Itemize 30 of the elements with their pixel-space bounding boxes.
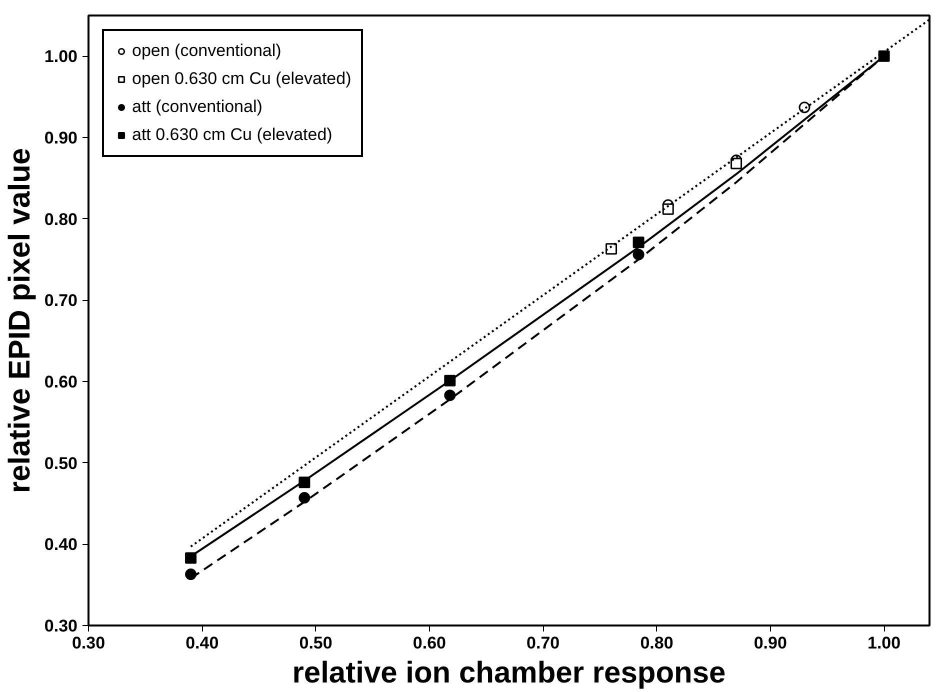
- y-tick-label: 1.00: [44, 47, 78, 66]
- point: [662, 203, 674, 215]
- y-tick-label: 0.90: [44, 128, 78, 148]
- x-tick-label: 0.90: [754, 634, 787, 652]
- legend-label: open (conventional): [132, 41, 282, 61]
- y-tick-label: 0.70: [44, 291, 78, 310]
- legend-label: att 0.630 cm Cu (elevated): [132, 125, 332, 145]
- y-tick-label: 0.40: [44, 535, 78, 554]
- y-tick-label: 0.30: [44, 616, 78, 636]
- x-tick-label: 0.80: [640, 634, 674, 652]
- x-tick-label: 1.00: [867, 634, 901, 652]
- point: [730, 158, 742, 170]
- legend-label: att (conventional): [132, 97, 262, 117]
- point: [185, 552, 197, 564]
- point: [798, 102, 810, 114]
- x-tick-label: 0.40: [186, 634, 219, 652]
- x-tick-label: 0.30: [72, 634, 106, 652]
- x-axis-title: relative ion chamber response: [292, 656, 726, 690]
- point: [298, 492, 310, 504]
- x-tick-label: 0.60: [412, 634, 446, 652]
- y-axis-title: relative EPID pixel value: [3, 148, 36, 494]
- y-tick-label: 0.50: [44, 454, 78, 473]
- y-tick-label: 0.80: [44, 210, 78, 229]
- x-tick-label: 0.70: [526, 634, 560, 652]
- point: [444, 390, 456, 402]
- legend-label: open 0.630 cm Cu (elevated): [132, 69, 352, 89]
- x-tick-label: 0.50: [299, 634, 332, 652]
- y-tick-label: 0.60: [44, 372, 78, 392]
- point: [185, 568, 197, 580]
- point: [606, 243, 618, 255]
